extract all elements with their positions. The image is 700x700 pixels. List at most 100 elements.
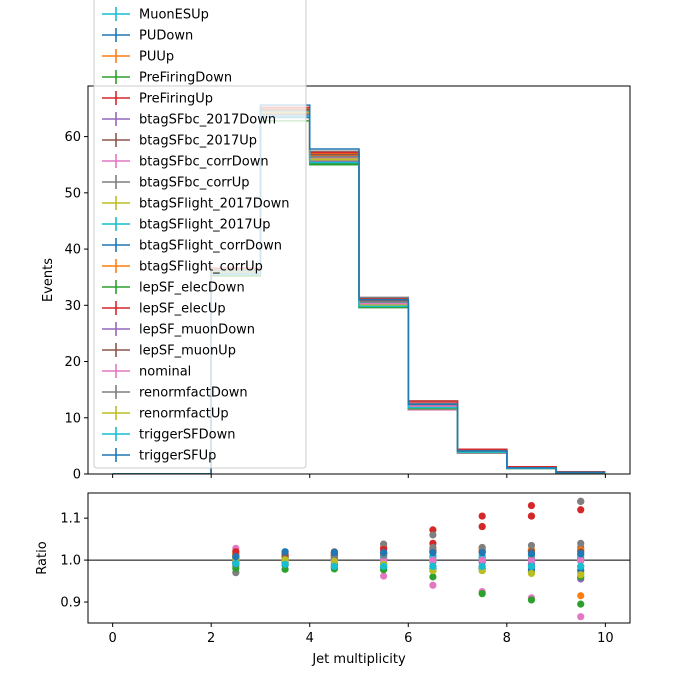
ratio-point-triggerSFUp <box>429 548 437 557</box>
ratio-point-PreFiringUp <box>429 526 437 534</box>
x-tick-label: 6 <box>404 631 412 646</box>
ratio-points <box>232 497 585 621</box>
legend-entry: PUUp <box>102 49 174 65</box>
legend-entry: btagSFbc_2017Up <box>102 133 257 149</box>
ratio-point-triggerSFUp <box>232 553 240 561</box>
legend-label: btagSFlight_2017Down <box>139 197 290 212</box>
ratio-y-tick-label: 1.0 <box>60 554 81 569</box>
ratio-point-btagSFbc_corrDown <box>380 572 388 580</box>
legend-label: nominal <box>139 365 191 380</box>
main-x-ticks <box>112 474 606 478</box>
legend-label: btagSFlight_corrUp <box>139 260 263 275</box>
ratio-point-triggerSFUp <box>577 550 585 558</box>
ratio-point-btagSFbc_corrUp <box>380 540 388 548</box>
x-tick-label: 0 <box>108 631 116 646</box>
ratio-point-nominal <box>478 556 486 564</box>
ratio-point-nominal <box>429 556 437 564</box>
legend-label: renormfactDown <box>139 386 248 401</box>
x-tick-label: 8 <box>503 631 511 646</box>
x-tick-label: 2 <box>207 631 215 646</box>
legend: MuonESUp PUDown PUUp PreFiringDown PreFiring… <box>93 0 307 469</box>
legend-entry: triggerSFUp <box>102 448 216 464</box>
legend-entry: nominal <box>102 364 191 380</box>
legend-entry: MuonESUp <box>102 7 209 23</box>
legend-entry: PreFiringUp <box>102 91 213 107</box>
ratio-point-lepSF_elecDown <box>281 565 289 573</box>
legend-label: btagSFbc_corrDown <box>139 155 269 170</box>
ratio-point-btagSFbc_corrDown <box>429 581 437 589</box>
ratio-point-triggerSFUp <box>330 548 338 557</box>
legend-label: triggerSFUp <box>139 449 216 464</box>
ratio-point-nominal <box>527 556 536 564</box>
legend-label: renormfactUp <box>139 407 229 422</box>
ratio-point-triggerSFDown <box>281 560 289 568</box>
main-y-ticks: 0 10 20 30 40 50 60 <box>64 130 88 483</box>
legend-label: lepSF_elecUp <box>139 302 226 317</box>
ratio-point-PreFiringUp <box>527 501 536 510</box>
legend-entry: renormfactUp <box>102 406 229 422</box>
ratio-point-triggerSFDown <box>380 562 388 570</box>
ratio-point-triggerSFDown <box>478 562 486 570</box>
legend-label: triggerSFDown <box>139 428 235 443</box>
ratio-panel: 0.9 1.0 1.1 0 2 4 6 8 10 Ratio Jet multiplicity <box>35 492 631 667</box>
legend-label: btagSFlight_2017Up <box>139 218 270 233</box>
ratio-point-nominal <box>577 556 585 564</box>
ratio-point-lepSF_elecDown <box>527 596 536 604</box>
legend-label: btagSFlight_corrDown <box>139 239 282 254</box>
legend-entry: PUDown <box>102 28 193 44</box>
main-y-tick-label: 60 <box>64 130 81 145</box>
legend-entry: btagSFlight_corrUp <box>102 259 263 275</box>
legend-entry: btagSFlight_corrDown <box>102 238 282 254</box>
ratio-point-triggerSFDown <box>429 562 437 570</box>
legend-label: lepSF_elecDown <box>139 281 245 296</box>
ratio-point-triggerSFUp <box>527 550 536 558</box>
ratio-point-renormfactUp <box>527 569 536 578</box>
ratio-y-tick-label: 0.9 <box>60 596 81 611</box>
main-y-tick-label: 40 <box>64 243 81 258</box>
ratio-point-triggerSFDown <box>232 559 240 568</box>
ratio-point-renormfactDown <box>429 543 437 552</box>
ratio-point-PUUp <box>577 592 585 600</box>
legend-entry: btagSFbc_2017Down <box>102 112 276 128</box>
ratio-y-ticks: 0.9 1.0 1.1 <box>60 512 88 611</box>
main-y-tick-label: 50 <box>64 186 81 201</box>
ratio-point-lepSF_elecUp <box>577 506 585 514</box>
main-y-tick-label: 0 <box>73 468 81 483</box>
ratio-point-lepSF_elecUp <box>527 512 536 520</box>
legend-label: btagSFbc_2017Down <box>139 113 276 128</box>
legend-label: lepSF_muonDown <box>139 323 255 338</box>
main-y-axis-label: Events <box>41 258 56 302</box>
ratio-point-lepSF_elecUp <box>478 522 486 531</box>
main-axes-frame <box>87 85 631 475</box>
ratio-point-renormfactDown <box>527 541 536 550</box>
legend-entry: btagSFbc_corrDown <box>102 154 269 170</box>
legend-entry: btagSFlight_2017Down <box>102 196 290 212</box>
ratio-point-renormfactDown <box>478 543 486 552</box>
x-tick-label: 4 <box>306 631 314 646</box>
ratio-point-btagSFbc_corrUp <box>429 531 437 539</box>
main-y-tick-label: 10 <box>64 411 81 426</box>
x-axis-label: Jet multiplicity <box>311 652 406 667</box>
legend-label: btagSFbc_corrUp <box>139 176 250 191</box>
ratio-point-triggerSFDown <box>577 562 585 570</box>
ratio-point-lepSF_elecDown <box>478 590 486 598</box>
legend-entry: btagSFlight_2017Up <box>102 217 270 233</box>
ratio-point-renormfactDown <box>577 539 585 547</box>
legend-entry: lepSF_elecDown <box>102 280 245 296</box>
ratio-x-ticks: 0 2 4 6 8 10 <box>108 623 614 646</box>
legend-entry: PreFiringDown <box>102 70 232 86</box>
ratio-point-renormfactUp <box>330 557 338 565</box>
ratio-point-triggerSFUp <box>281 548 289 556</box>
legend-entry: renormfactDown <box>102 385 248 401</box>
legend-entry: lepSF_muonDown <box>102 322 255 338</box>
ratio-point-triggerSFUp <box>380 548 388 557</box>
ratio-point-triggerSFDown <box>330 562 338 570</box>
x-tick-label: 10 <box>597 631 614 646</box>
legend-label: btagSFbc_2017Up <box>139 134 257 149</box>
ratio-point-btagSFbc_corrUp <box>577 497 585 505</box>
legend-label: PUUp <box>139 50 174 65</box>
ratio-point-PreFiringDown <box>577 600 585 608</box>
legend-entry: lepSF_elecUp <box>102 301 226 317</box>
legend-label: PreFiringDown <box>139 71 232 86</box>
